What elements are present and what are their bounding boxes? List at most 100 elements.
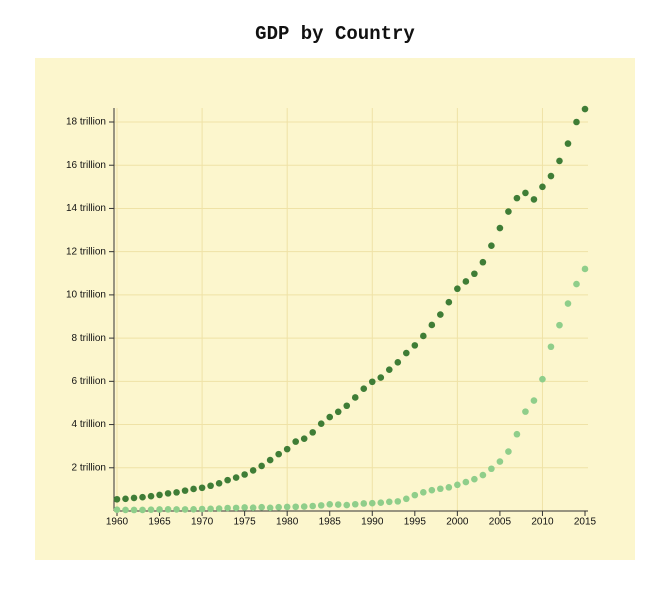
data-point [403,495,410,503]
data-point [343,501,351,509]
data-point [556,321,563,329]
data-point [334,408,342,416]
data-point [573,118,580,126]
data-point [317,502,325,509]
data-point [139,493,146,501]
data-point [420,332,427,340]
data-point [130,506,138,514]
data-point [530,397,538,404]
data-point [232,474,240,481]
data-point [122,506,129,514]
data-point [377,499,385,507]
data-point [573,280,580,288]
data-point [181,506,189,513]
data-point [539,183,546,191]
data-point [471,270,478,278]
data-point [283,503,291,511]
data-point [258,462,265,470]
data-point [266,504,274,512]
data-point [513,430,521,438]
x-tick-label: 1995 [404,517,427,528]
data-point [275,450,282,458]
data-point [113,506,121,514]
data-point [377,374,385,381]
data-point [283,445,291,453]
data-point [139,506,146,514]
data-point [403,349,410,357]
data-point [232,504,240,512]
data-point [360,385,368,393]
data-point [147,506,155,514]
data-point [496,458,504,465]
x-tick-label: 1975 [234,517,257,528]
x-tick-label: 1970 [191,517,214,528]
data-point [368,378,376,386]
data-point [215,479,223,487]
data-point [360,500,368,507]
data-point [241,504,248,511]
data-point [513,194,521,202]
data-point [462,278,470,285]
y-tick-label: 16 trillion [66,160,106,171]
data-point [581,105,589,113]
x-tick-label: 1985 [319,517,342,528]
y-tick-label: 6 trillion [72,376,106,387]
data-point [173,489,180,496]
data-point [394,498,402,505]
data-point [300,503,308,510]
data-point [164,506,172,513]
y-tick-label: 12 trillion [66,246,106,257]
data-point [505,208,512,215]
data-point [496,224,504,232]
data-point [479,258,487,266]
y-tick-label: 4 trillion [72,419,106,430]
data-point [147,492,155,500]
x-tick-label: 1965 [148,517,171,528]
data-point [411,491,419,499]
data-point [224,504,231,512]
data-point [275,503,282,511]
data-point [428,486,436,494]
x-tick-label: 1980 [276,517,299,528]
data-point [198,505,206,513]
data-point [539,375,546,383]
data-point [471,475,478,483]
y-tick-label: 14 trillion [66,203,106,214]
x-tick-label: 2005 [489,517,512,528]
data-point [190,505,197,513]
data-point [198,484,206,492]
data-point [428,321,436,329]
data-point [224,476,231,484]
data-point [547,172,555,180]
data-point [385,498,393,506]
data-point [258,503,265,511]
data-point [368,499,376,507]
y-tick-label: 8 trillion [72,333,106,344]
data-point [164,490,172,497]
x-tick-label: 1990 [361,517,384,528]
data-point [394,359,402,366]
data-point [156,491,163,499]
data-point [488,242,495,250]
data-point [190,485,197,493]
data-point [454,481,461,489]
x-tick-label: 1960 [106,517,129,528]
data-point [522,408,529,415]
data-point [385,366,393,373]
chart-title: GDP by Country [255,23,415,45]
x-tick-label: 2015 [574,517,597,528]
y-tick-label: 18 trillion [66,117,106,128]
data-point [215,505,223,512]
data-point [113,495,121,503]
x-tick-label: 2000 [446,517,469,528]
data-point [249,504,257,511]
data-point [351,394,359,401]
plot-background [35,58,635,560]
data-point [437,311,444,318]
data-point [522,189,529,197]
data-point [530,196,538,203]
data-point [454,285,461,293]
y-tick-label: 10 trillion [66,290,106,301]
data-point [420,489,427,496]
data-point [564,300,572,307]
